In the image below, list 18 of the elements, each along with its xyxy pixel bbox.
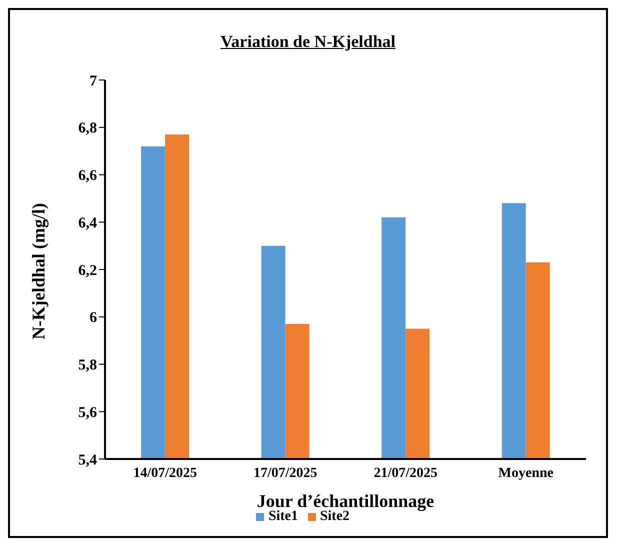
y-tick-label: 6,8 bbox=[78, 120, 97, 137]
x-tick-label: Moyenne bbox=[498, 466, 554, 481]
legend-label: Site2 bbox=[320, 509, 350, 524]
y-tick-label: 6,6 bbox=[78, 168, 98, 184]
x-tick-label: 17/07/2025 bbox=[253, 466, 318, 481]
y-tick-label: 5,8 bbox=[78, 358, 97, 374]
legend-label: Site1 bbox=[268, 509, 298, 524]
y-tick-label: 6,2 bbox=[78, 262, 97, 279]
chart-title: Variation de N-Kjeldhal bbox=[219, 31, 397, 53]
y-axis-title: N-Kjeldhal (mg/l) bbox=[28, 203, 48, 340]
x-tick-label: 14/07/2025 bbox=[133, 466, 198, 481]
y-tick-label: 6 bbox=[90, 310, 98, 326]
y-tick-label: 5,4 bbox=[78, 452, 98, 468]
x-tick-label: 21/07/2025 bbox=[374, 466, 438, 481]
y-tick-label: 7 bbox=[90, 73, 98, 90]
x-axis-title: Jour d’échantillonnage bbox=[256, 491, 434, 511]
y-tick-label: 5,6 bbox=[78, 404, 98, 421]
y-tick-label: 6,4 bbox=[78, 215, 98, 232]
